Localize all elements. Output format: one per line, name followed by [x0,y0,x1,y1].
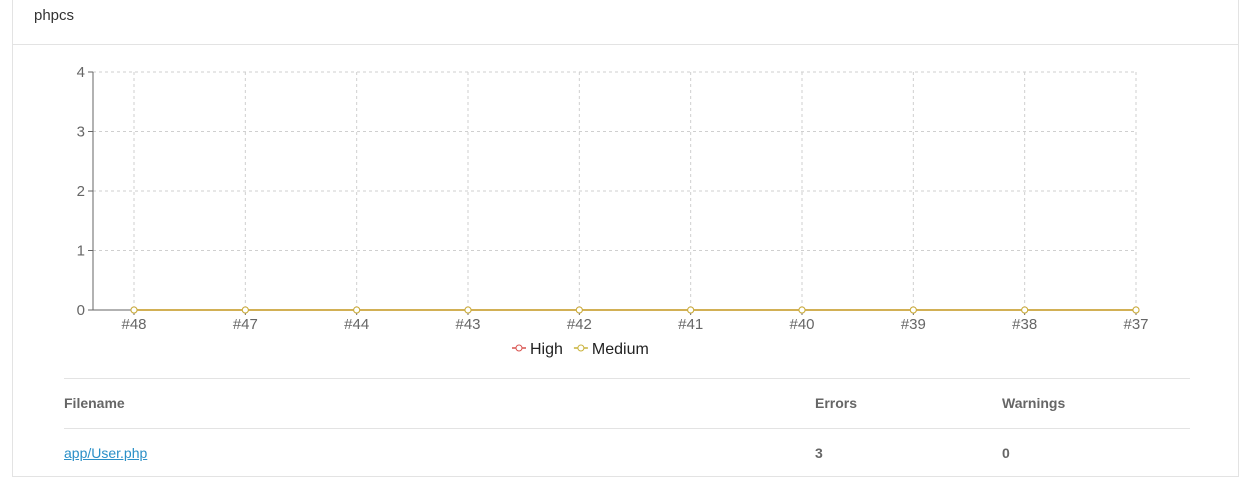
table-header-row: Filename Errors Warnings [64,378,1190,428]
files-table: Filename Errors Warnings app/User.php 3 … [64,378,1190,478]
legend-label-high: High [530,341,563,358]
table-row: app/User.php 3 0 [64,428,1190,478]
filename-header: Filename [64,395,125,411]
data-point-medium [1021,306,1029,314]
y-tick-label: 1 [77,243,85,260]
phpcs-panel: phpcs #48 #47 #44 #43 #42 #41 #40 #39 #38 #37 0 1 2… [12,0,1239,477]
errors-header: Errors [815,395,858,411]
legend-marker-medium [577,344,585,352]
x-tick-label: #43 [455,316,480,333]
x-tick-label: #39 [901,316,926,333]
y-tick-label: 0 [77,302,85,319]
data-point-medium [575,306,583,314]
x-axis-ticks: #48 #47 #44 #43 #42 #41 #40 #39 #38 #37 [121,310,1149,333]
chart-legend: High Medium [512,341,649,358]
legend-label-medium: Medium [592,341,649,358]
data-point-medium [909,306,917,314]
data-point-medium [130,306,138,314]
data-point-medium [353,306,361,314]
chart-series [130,306,1140,314]
y-axis-ticks: 0 1 2 3 4 [77,64,93,319]
x-tick-label: #38 [1012,316,1037,333]
data-point-medium [464,306,472,314]
panel-header: phpcs [13,0,1238,45]
errors-count: 3 [815,445,823,461]
legend-marker-high [515,344,523,352]
issues-chart: #48 #47 #44 #43 #42 #41 #40 #39 #38 #37 0 1 2 3 4 Hig… [77,64,1149,358]
x-tick-label: #41 [678,316,703,333]
y-tick-label: 2 [77,183,85,200]
x-tick-label: #48 [121,316,146,333]
warnings-header: Warnings [1002,395,1066,411]
x-tick-label: #37 [1123,316,1148,333]
data-point-medium [241,306,249,314]
x-tick-label: #47 [233,316,258,333]
data-point-medium [798,306,806,314]
x-tick-label: #42 [567,316,592,333]
x-tick-label: #44 [344,316,369,333]
y-tick-label: 3 [77,124,85,141]
data-point-medium [1132,306,1140,314]
warnings-count: 0 [1002,445,1010,461]
filename-link[interactable]: app/User.php [64,445,148,461]
panel-title: phpcs [34,7,75,24]
chart-grid [93,71,1137,310]
data-point-medium [687,306,695,314]
x-tick-label: #40 [789,316,814,333]
y-tick-label: 4 [77,64,85,81]
